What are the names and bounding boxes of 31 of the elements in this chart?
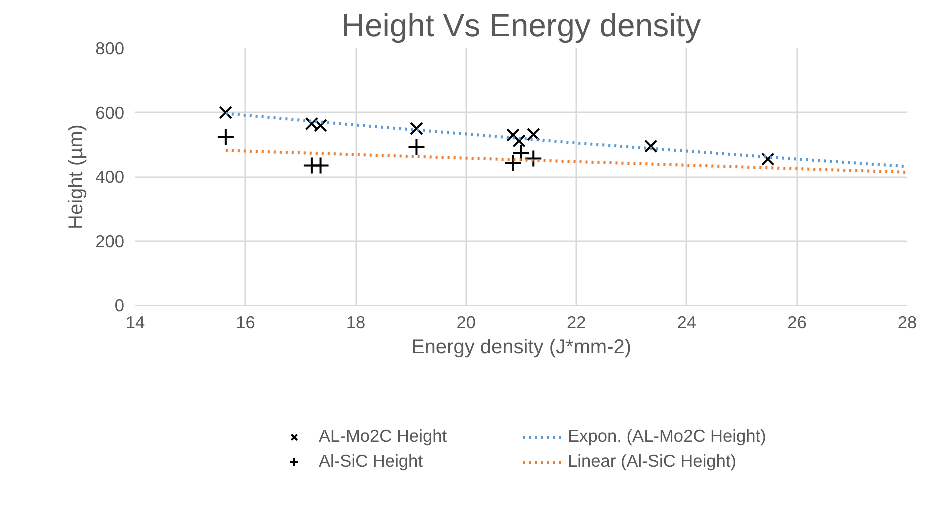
y-tick-label: 0: [114, 296, 125, 316]
point: [410, 122, 424, 136]
x-tick-label: 22: [567, 312, 586, 332]
x-tick-label: 28: [898, 312, 918, 332]
legend-label: Linear (Al-SiC Height): [568, 451, 738, 472]
point: [526, 128, 540, 142]
point: [408, 138, 426, 156]
point: [761, 152, 775, 166]
x-axis-title: Energy density (J*mm-2): [411, 336, 632, 358]
point: [524, 150, 543, 168]
x-tick-label: 16: [236, 312, 256, 332]
x-tick-label: 26: [788, 312, 807, 332]
x-tick-label: 18: [346, 312, 366, 332]
y-tick-label: 200: [96, 231, 125, 252]
x-tick-label: 14: [126, 312, 146, 332]
point: [312, 156, 330, 175]
y-tick-label: 600: [96, 102, 125, 123]
legend-label: Al-SiC Height: [319, 451, 424, 472]
y-tick-label: 800: [96, 38, 125, 58]
chart-title: Height Vs Energy density: [342, 8, 702, 44]
point: [644, 140, 658, 154]
legend-label: AL-Mo2C Height: [319, 426, 448, 447]
point: [219, 106, 233, 120]
y-tick-label: 400: [96, 167, 125, 187]
point: [216, 128, 235, 146]
y-axis-title: Height (µm): [66, 124, 88, 230]
x-tick-label: 24: [677, 312, 697, 332]
x-tick-label: 20: [456, 312, 476, 332]
point: [512, 134, 526, 148]
legend-label: Expon. (AL-Mo2C Height): [568, 426, 768, 447]
point: [506, 128, 520, 142]
